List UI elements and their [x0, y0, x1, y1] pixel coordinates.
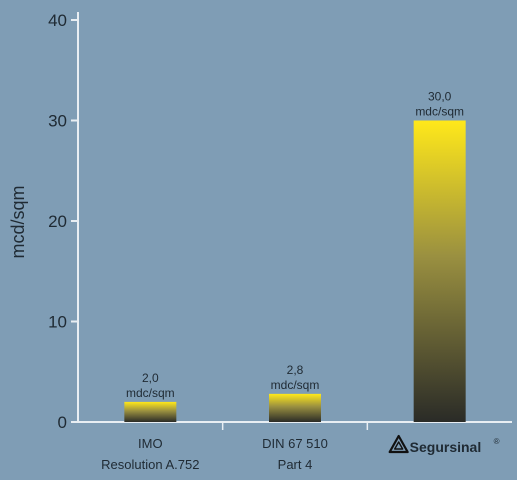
- category-label-line2: Part 4: [278, 457, 313, 472]
- y-axis-title: mcd/sqm: [8, 185, 28, 258]
- bar: [124, 401, 177, 422]
- data-label-unit: mdc/sqm: [415, 105, 464, 119]
- category-label-line1: IMO: [138, 436, 163, 451]
- data-label-unit: mdc/sqm: [126, 386, 175, 400]
- registered-mark: ®: [494, 437, 500, 446]
- y-tick-label: 20: [48, 212, 67, 231]
- data-label-unit: mdc/sqm: [271, 378, 320, 392]
- triangle-inner: [393, 441, 404, 450]
- triangle-outline: [388, 434, 409, 454]
- category-label-line2: Resolution A.752: [101, 457, 199, 472]
- data-label-value: 2,0: [142, 371, 159, 385]
- segursinal-logo: Segursinal ®: [388, 434, 500, 455]
- logo-wordmark: Segursinal: [410, 439, 482, 455]
- warning-triangle-icon: [388, 434, 409, 454]
- category-label-line1: DIN 67 510: [262, 436, 328, 451]
- y-tick-label: 30: [48, 112, 67, 131]
- bar: [413, 120, 466, 422]
- y-tick-label: 10: [48, 313, 67, 332]
- bar: [269, 393, 321, 422]
- data-label-value: 30,0: [428, 90, 452, 104]
- data-label-value: 2,8: [287, 363, 304, 377]
- y-tick-label: 0: [58, 413, 67, 432]
- y-tick-label: 40: [48, 11, 67, 30]
